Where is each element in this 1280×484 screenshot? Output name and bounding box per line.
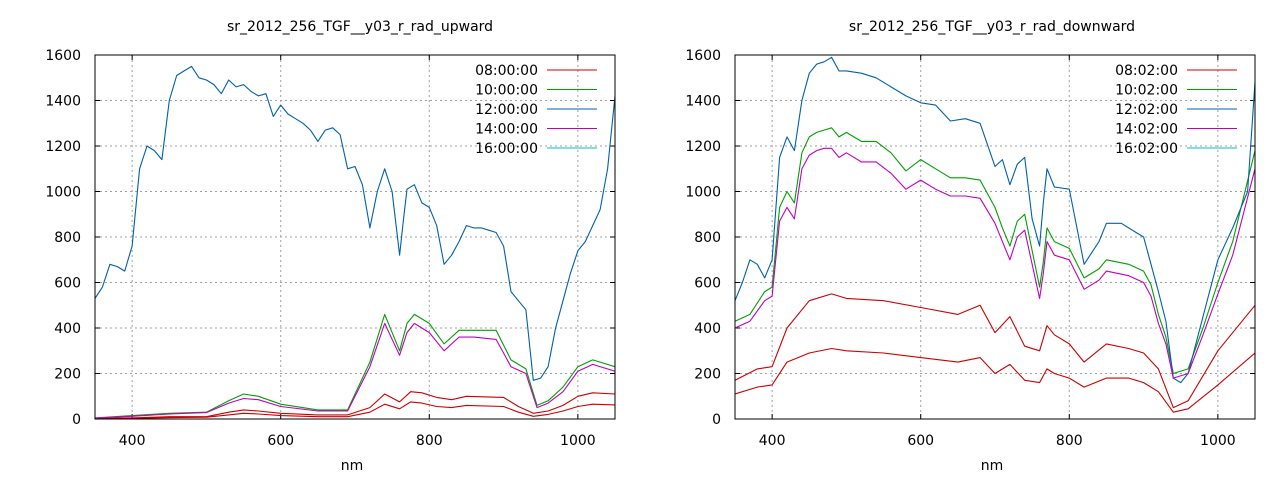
y-tick-label: 1200 xyxy=(45,139,81,155)
y-tick-label: 800 xyxy=(694,230,721,246)
y-tick-label: 200 xyxy=(694,367,721,383)
x-tick-label: 1000 xyxy=(1200,433,1236,449)
series-line-08-02-00 xyxy=(735,347,1255,413)
y-tick-label: 0 xyxy=(72,412,81,428)
y-tick-label: 1400 xyxy=(685,94,721,110)
series-line-14-02-00 xyxy=(735,147,1255,379)
x-tick-label: 600 xyxy=(267,433,294,449)
y-tick-label: 1000 xyxy=(45,185,81,201)
y-tick-label: 1400 xyxy=(45,94,81,110)
y-tick-label: 1600 xyxy=(45,48,81,64)
x-tick-label: 400 xyxy=(119,433,146,449)
legend-label: 14:00:00 xyxy=(475,122,538,138)
y-tick-label: 400 xyxy=(54,321,81,337)
legend-label: 10:00:00 xyxy=(475,83,538,99)
series-line-10-02-00 xyxy=(735,127,1255,375)
chart-panel-2: sr_2012_256_TGF__y03_r_rad_downward 0 200 4… xyxy=(685,19,1256,474)
y-tick-label: 1600 xyxy=(685,48,721,64)
x-axis-label: nm xyxy=(341,458,364,474)
chart-title: sr_2012_256_TGF__y03_r_rad_downward xyxy=(849,19,1135,35)
series-line-12-00-00 xyxy=(95,65,615,381)
series-line-08-02-00 xyxy=(735,293,1255,409)
y-tick-label: 0 xyxy=(712,412,721,428)
x-tick-label: 400 xyxy=(759,433,786,449)
series-line-14-00-00 xyxy=(95,322,615,419)
series-line-08-00-00 xyxy=(95,391,615,419)
y-tick-label: 400 xyxy=(694,321,721,337)
x-axis-label: nm xyxy=(981,458,1004,474)
series-line-12-02-00 xyxy=(735,56,1255,384)
series-line-10-00-00 xyxy=(95,313,615,419)
y-tick-label: 600 xyxy=(694,276,721,292)
legend-label: 16:00:00 xyxy=(475,141,538,157)
legend-label: 08:02:00 xyxy=(1115,63,1178,79)
y-tick-label: 1200 xyxy=(685,139,721,155)
y-tick-label: 600 xyxy=(54,276,81,292)
series-line-08-00-00 xyxy=(95,401,615,419)
x-tick-label: 800 xyxy=(1056,433,1083,449)
legend-label: 08:00:00 xyxy=(475,63,538,79)
y-tick-label: 800 xyxy=(54,230,81,246)
x-tick-label: 600 xyxy=(907,433,934,449)
x-tick-label: 1000 xyxy=(560,433,596,449)
legend-label: 10:02:00 xyxy=(1115,83,1178,99)
y-tick-label: 1000 xyxy=(685,185,721,201)
x-tick-label: 800 xyxy=(416,433,443,449)
plot-border xyxy=(734,54,1256,420)
legend-label: 12:02:00 xyxy=(1115,102,1178,118)
legend-label: 14:02:00 xyxy=(1115,122,1178,138)
y-tick-label: 200 xyxy=(54,367,81,383)
chart-title: sr_2012_256_TGF__y03_r_rad_upward xyxy=(227,19,493,35)
legend-label: 12:00:00 xyxy=(475,102,538,118)
plot-border xyxy=(94,54,616,420)
chart-panel-1: sr_2012_256_TGF__y03_r_rad_upward 0 200 400… xyxy=(45,19,616,474)
legend-label: 16:02:00 xyxy=(1115,141,1178,157)
